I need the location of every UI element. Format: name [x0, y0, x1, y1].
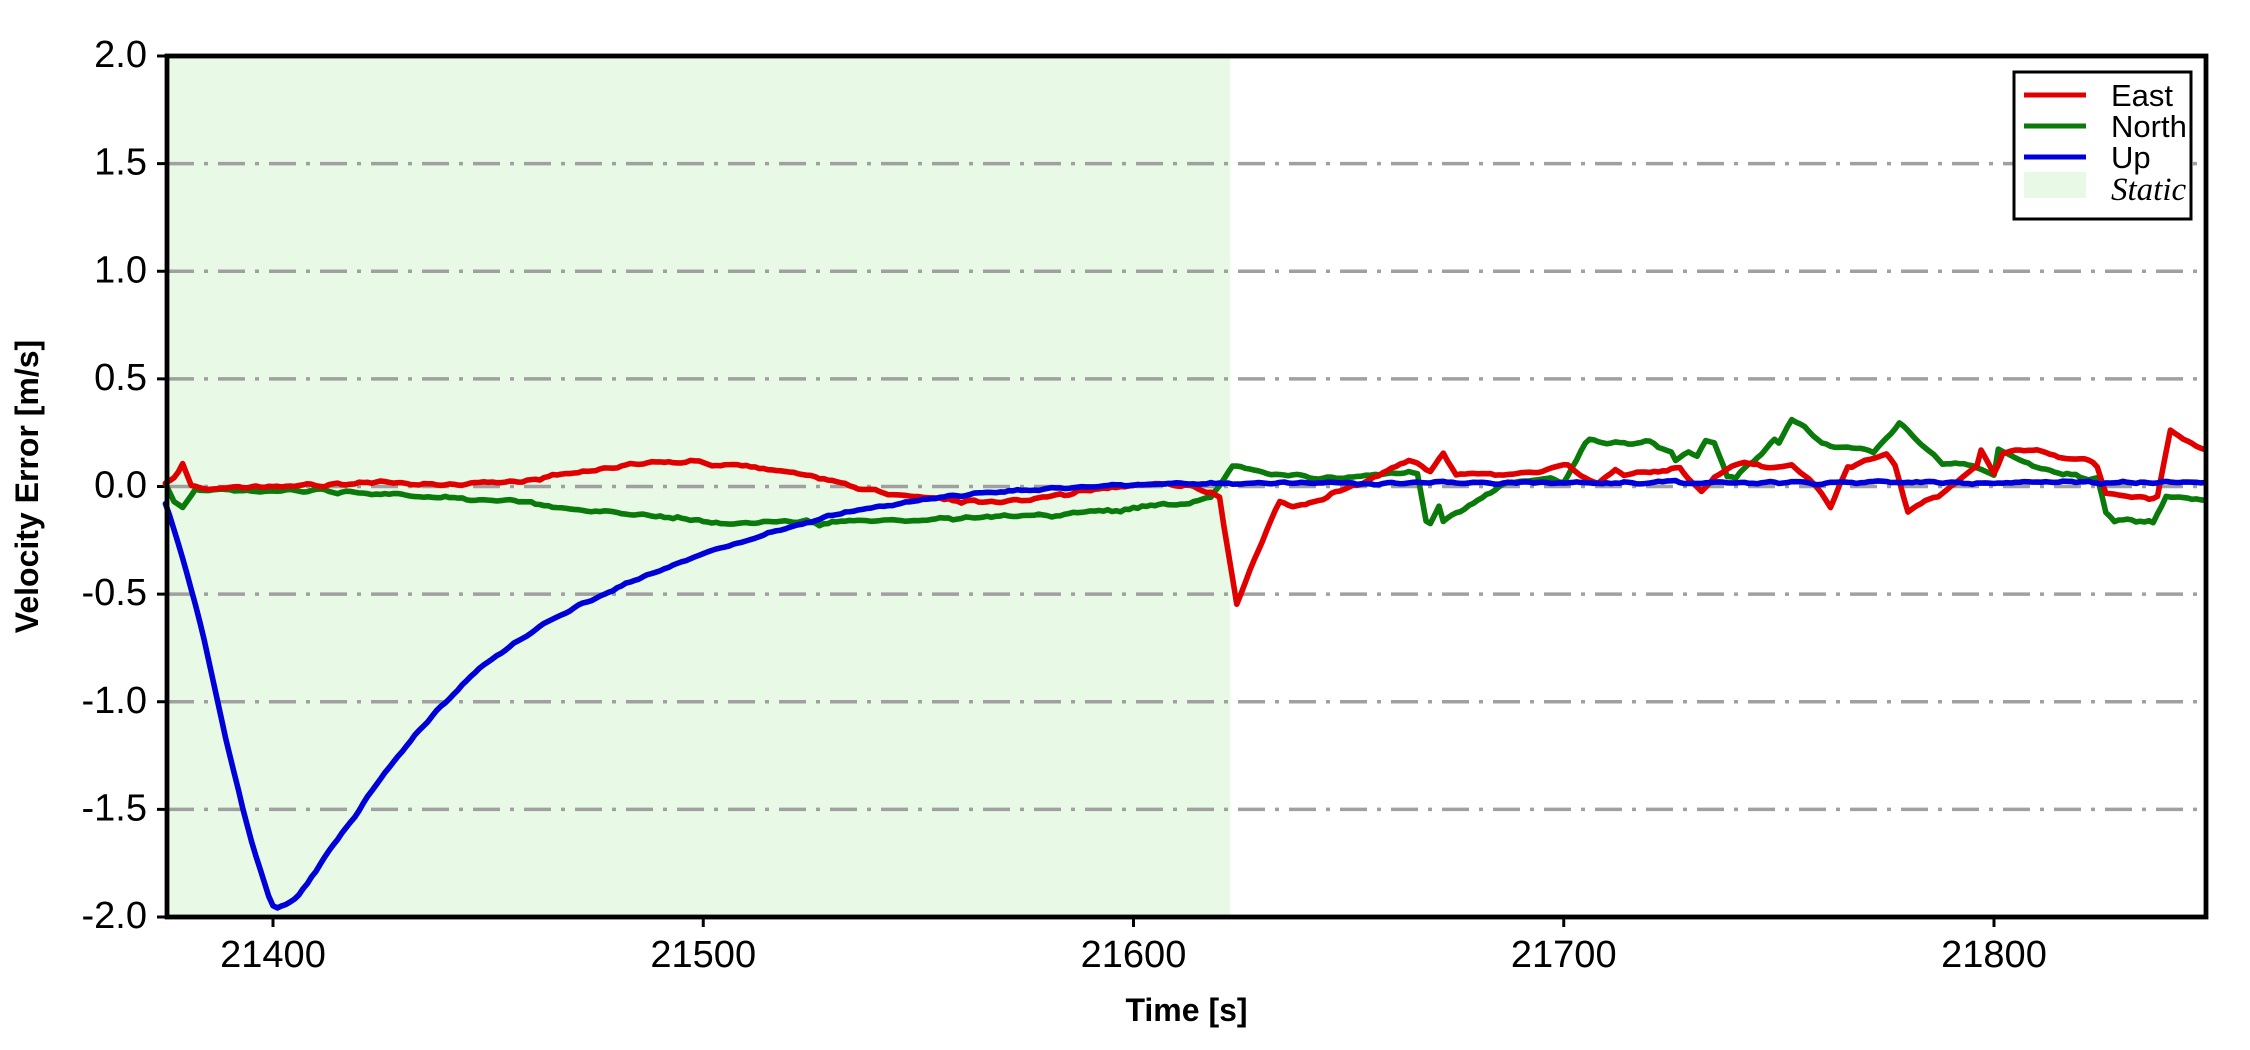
svg-text:-2.0: -2.0 — [82, 895, 147, 937]
svg-text:21400: 21400 — [220, 934, 326, 976]
svg-text:Velocity Error [m/s]: Velocity Error [m/s] — [9, 340, 45, 633]
svg-text:0.0: 0.0 — [94, 465, 147, 507]
svg-text:East: East — [2111, 78, 2173, 113]
svg-text:Static: Static — [2111, 172, 2187, 208]
svg-text:1.5: 1.5 — [94, 142, 147, 184]
svg-text:21600: 21600 — [1081, 934, 1187, 976]
svg-text:Up: Up — [2111, 140, 2151, 175]
svg-text:-0.5: -0.5 — [82, 572, 147, 614]
svg-text:-1.0: -1.0 — [82, 680, 147, 722]
svg-text:21500: 21500 — [650, 934, 756, 976]
svg-text:21700: 21700 — [1511, 934, 1617, 976]
svg-text:North: North — [2111, 109, 2187, 144]
svg-text:0.5: 0.5 — [94, 357, 147, 399]
svg-text:Time [s]: Time [s] — [1125, 992, 1247, 1028]
svg-text:21800: 21800 — [1941, 934, 2047, 976]
svg-text:-1.5: -1.5 — [82, 787, 147, 829]
svg-text:2.0: 2.0 — [94, 34, 147, 76]
svg-text:1.0: 1.0 — [94, 249, 147, 291]
